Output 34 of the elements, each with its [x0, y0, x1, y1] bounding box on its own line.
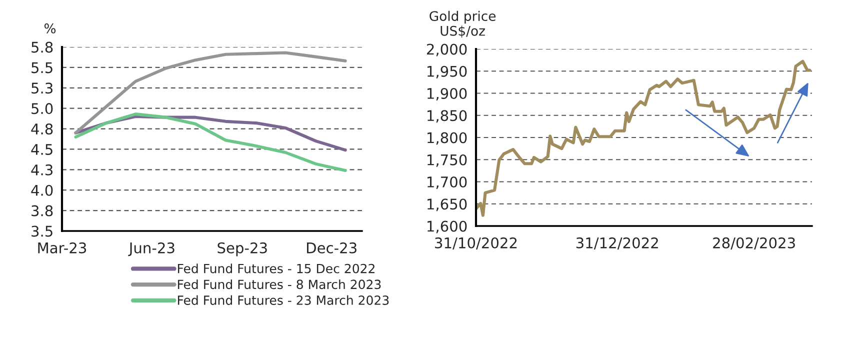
y-tick-label: 1,850 [428, 110, 467, 123]
y-tick-label: 5.3 [32, 82, 52, 94]
y-tick-label: 1,950 [428, 66, 467, 78]
y-tick-label: 2,000 [426, 44, 467, 56]
y-axis-title: Gold price US$/oz [430, 10, 496, 38]
legend-label: Fed Fund Futures - 8 March 2023 [178, 279, 381, 290]
y-tick-label: 1,650 [428, 198, 467, 212]
y-tick-label: 4.8 [31, 123, 53, 135]
y-tick-label: 1,600 [428, 220, 467, 234]
x-tick-label: Mar-23 [38, 242, 86, 254]
line-series [476, 60, 812, 217]
line-series [74, 51, 347, 134]
y-tick-label: 5.0 [32, 103, 53, 114]
y-tick-label: 3.8 [32, 205, 53, 216]
y-tick-label: 5.5 [32, 62, 52, 74]
x-tick-label: Sep-23 [218, 242, 267, 256]
legend-label: Fed Fund Futures - 15 Dec 2022 [178, 264, 374, 274]
y-tick-label: 4.5 [31, 144, 52, 155]
x-tick-label: 31/12/2022 [576, 237, 658, 250]
legend-label: Fed Fund Futures - 23 March 2023 [178, 295, 389, 305]
y-axis-title: % [44, 23, 56, 34]
x-tick-label: Dec-23 [307, 242, 356, 254]
x-tick-label: 28/02/2023 [713, 237, 795, 250]
x-tick-label: Jun-23 [128, 242, 174, 256]
y-tick-label: 1,750 [428, 154, 467, 167]
x-tick-label: 31/10/2022 [435, 237, 517, 250]
y-tick-label: 4.3 [31, 164, 52, 176]
y-tick-label: 1,700 [428, 176, 467, 189]
y-tick-label: 1,900 [428, 88, 467, 100]
y-tick-label: 3.5 [32, 226, 52, 237]
y-tick-label: 1,800 [428, 132, 467, 145]
line-series [74, 112, 347, 172]
y-tick-label: 5.8 [32, 42, 53, 53]
y-tick-label: 4.0 [31, 184, 53, 196]
